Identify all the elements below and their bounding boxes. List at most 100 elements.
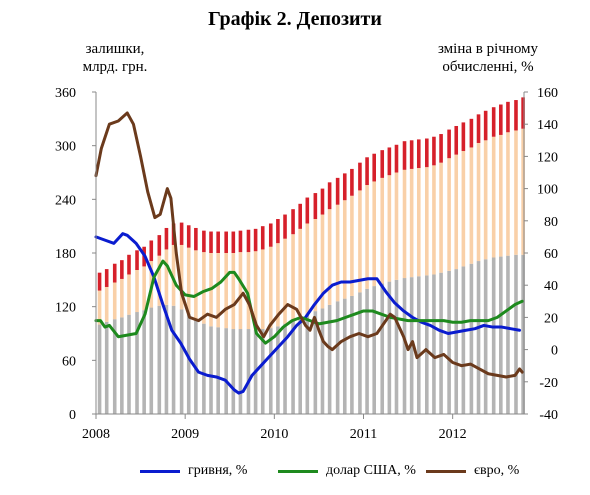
right-axis-tick-label: 40 — [544, 279, 558, 294]
legend-item-usd: долар США, % — [278, 463, 416, 479]
bar-segment-red — [416, 139, 421, 169]
bar-segment-red — [454, 125, 459, 155]
bar-segment-peach — [365, 185, 369, 289]
bar-segment-gray — [164, 304, 169, 414]
bar-segment-peach — [439, 162, 443, 273]
bar-segment-peach — [372, 181, 376, 287]
bar-segment-red — [202, 230, 206, 253]
bar-segment-gray — [372, 286, 376, 414]
left-axis-tick-label: 180 — [55, 247, 76, 262]
bar-segment-peach — [380, 177, 385, 284]
bar-segment-gray — [358, 292, 362, 414]
bar-segment-gray — [283, 323, 287, 414]
right-axis-tick-label: 140 — [537, 118, 558, 133]
left-axis-tick-label: 0 — [69, 408, 76, 423]
bar-segment-peach — [469, 147, 474, 264]
deposits-chart: 0 60 120 180 240 300 360 -40 -20 0 20 40 60 80 100 120 1… — [55, 86, 558, 442]
legend-swatch-eur — [426, 469, 466, 473]
bar-segment-gray — [104, 321, 109, 414]
bar-segment-red — [104, 269, 109, 287]
left-axis-title: залишки, млрд. грн. — [66, 40, 164, 76]
bar-segment-red — [327, 182, 332, 210]
line-series-uah — [94, 232, 522, 395]
bar-segment-peach — [409, 168, 414, 278]
left-axis-tick-label: 300 — [55, 140, 76, 155]
bar-segment-gray — [313, 311, 318, 414]
legend-label-uah: гривня, % — [188, 463, 248, 478]
bar-segment-gray — [112, 319, 117, 414]
bar-segment-red — [432, 136, 436, 166]
bar-segment-gray — [246, 329, 251, 414]
line-series-usd — [94, 259, 524, 345]
bar-segment-red — [291, 209, 295, 235]
bar-segment-peach — [387, 175, 392, 282]
bar-segment-gray — [224, 328, 228, 414]
bar-segment-gray — [402, 278, 407, 414]
bar-segment-gray — [320, 308, 325, 414]
bar-segment-peach — [120, 278, 124, 318]
right-axis-title: зміна в річному обчисленні, % — [412, 40, 564, 76]
bar-segment-peach — [320, 214, 325, 309]
bar-segment-gray — [216, 327, 220, 414]
right-axis-tick-label: 0 — [551, 344, 558, 359]
bar-segment-peach — [327, 209, 332, 305]
bar-segment-peach — [313, 219, 318, 312]
bar-segment-gray — [291, 320, 295, 414]
bar-segment-gray — [276, 326, 280, 414]
bar-segment-red — [447, 129, 451, 159]
bar-segment-red — [149, 240, 154, 262]
bar-segment-gray — [135, 312, 139, 414]
bar-segment-red — [305, 197, 310, 224]
bar-segment-red — [394, 144, 399, 173]
bar-segment-red — [514, 100, 518, 131]
bar-segment-gray — [454, 269, 459, 414]
bar-segment-peach — [394, 172, 399, 280]
bar-segment-red — [231, 231, 236, 253]
x-axis-tick-label: 2011 — [350, 427, 377, 442]
bar-segment-peach — [97, 290, 102, 325]
bar-segment-red — [260, 226, 265, 250]
bar-segment-red — [483, 110, 488, 141]
bar-segment-red — [238, 230, 243, 253]
x-axis-tick-label: 2009 — [171, 427, 199, 442]
bar-segment-gray — [238, 329, 243, 414]
bar-segment-red — [97, 272, 102, 291]
left-axis-tick-label: 120 — [55, 301, 76, 316]
bar-segment-peach — [246, 252, 251, 330]
right-axis-tick-label: -40 — [539, 408, 558, 423]
bar-segment-red — [506, 101, 510, 133]
right-axis-tick-label: 120 — [537, 150, 558, 165]
bar-segment-gray — [483, 259, 488, 414]
right-axis-title-line-2: обчисленні, % — [442, 59, 534, 75]
left-axis-tick-label: 240 — [55, 193, 76, 208]
bar-segment-red — [469, 118, 474, 148]
bar-segment-gray — [350, 295, 354, 414]
legend-item-eur: євро, % — [426, 463, 519, 479]
left-axis-tick-label: 360 — [55, 86, 76, 101]
bar-segment-red — [499, 104, 503, 135]
bar-segment-red — [157, 235, 162, 256]
bar-segment-red — [253, 228, 258, 252]
bar-segment-peach — [260, 249, 265, 330]
bar-segment-peach — [224, 253, 228, 329]
bar-segment-gray — [231, 329, 236, 414]
bar-segment-peach — [194, 250, 198, 320]
bar-segment-red — [298, 203, 302, 229]
bar-segment-red — [425, 138, 429, 168]
bar-segment-peach — [142, 266, 146, 311]
legend-swatch-uah — [140, 469, 180, 473]
legend: гривня, % долар США, % євро, % — [0, 463, 590, 483]
bar-segment-red — [194, 227, 198, 251]
bar-segment-gray — [157, 305, 162, 414]
legend-item-uah: гривня, % — [140, 463, 247, 479]
bar-segment-red — [380, 150, 385, 178]
bar-segment-peach — [425, 167, 429, 276]
bar-segment-peach — [112, 282, 117, 320]
bar-segment-gray — [335, 301, 340, 414]
bar-segment-peach — [231, 253, 236, 330]
x-axis-tick-label: 2010 — [260, 427, 288, 442]
bar-segment-gray — [491, 257, 496, 414]
bar-segment-red — [439, 134, 443, 163]
bar-segment-red — [127, 254, 131, 275]
bar-segment-peach — [238, 252, 243, 330]
